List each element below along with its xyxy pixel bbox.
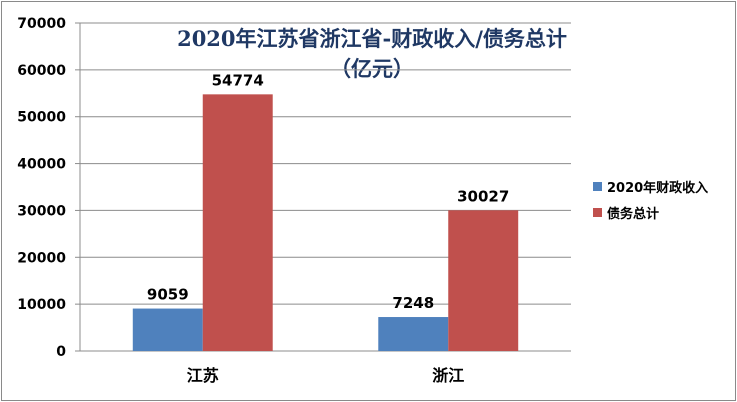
y-tick-label: 70000 (17, 16, 66, 32)
chart-title: 2020年江苏省浙江省-财政收入/债务总计 （亿元） (132, 24, 612, 84)
x-tick-label: 江苏 (187, 366, 219, 385)
data-label: 7248 (392, 294, 434, 312)
y-tick-label: 60000 (17, 63, 66, 79)
data-label: 54774 (212, 71, 264, 89)
y-tick-label: 20000 (17, 250, 66, 266)
chart-title-line1: 2020年江苏省浙江省-财政收入/债务总计 (177, 26, 567, 51)
legend: 2020年财政收入 债务总计 (593, 173, 708, 225)
bar (378, 317, 449, 351)
data-label: 9059 (147, 286, 189, 304)
x-tick-label: 浙江 (432, 366, 464, 385)
bar (448, 210, 519, 351)
y-tick-label: 0 (56, 344, 66, 360)
data-label: 30027 (457, 187, 509, 205)
legend-item-debt: 债务总计 (593, 199, 708, 225)
legend-item-revenue: 2020年财政收入 (593, 173, 708, 199)
legend-swatch-debt (593, 207, 602, 217)
y-tick-label: 40000 (17, 157, 66, 173)
y-tick-label: 50000 (17, 110, 66, 126)
bar (132, 308, 203, 351)
y-tick-label: 10000 (17, 297, 66, 313)
legend-label-debt: 债务总计 (607, 206, 660, 222)
y-tick-label: 30000 (17, 203, 66, 219)
chart-title-line2: （亿元） (330, 56, 414, 81)
legend-label-revenue: 2020年财政收入 (607, 180, 709, 196)
legend-swatch-revenue (593, 181, 602, 191)
bar (202, 94, 273, 351)
